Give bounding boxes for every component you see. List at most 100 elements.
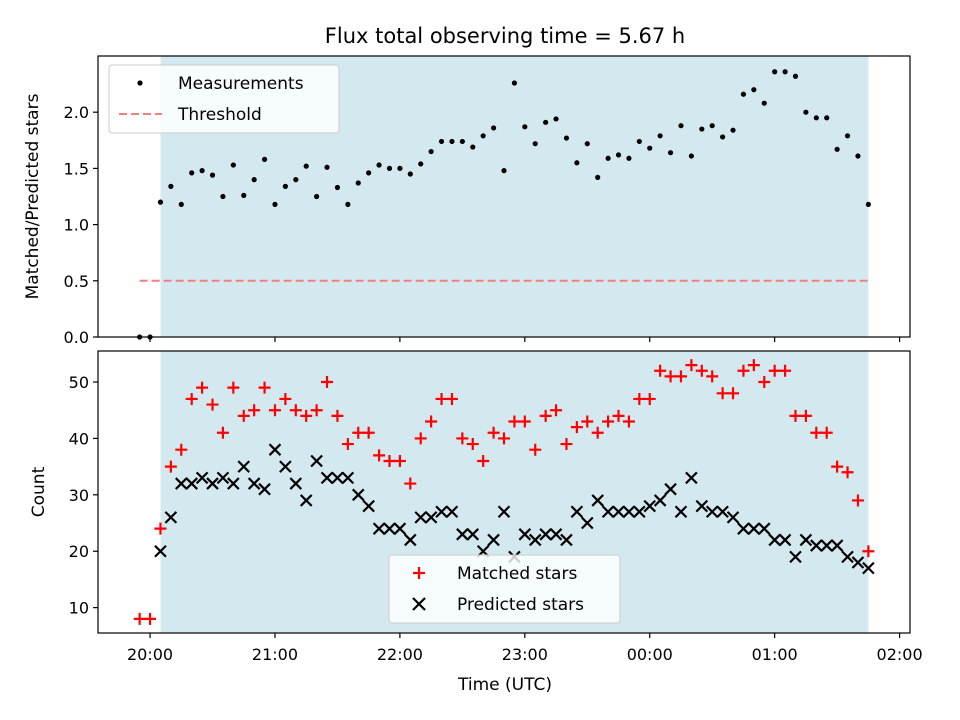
- measurement-point: [761, 100, 767, 106]
- matched-star-point: [758, 376, 771, 389]
- y-tick-label: 50: [69, 373, 89, 392]
- measurement-point: [428, 148, 434, 155]
- matched-stars-points: [133, 359, 875, 625]
- predicted-star-point: [237, 460, 251, 473]
- predicted-star-point: [424, 511, 438, 524]
- predicted-star-point: [445, 505, 459, 519]
- matched-star-point: [206, 398, 219, 411]
- measurement-point: [688, 153, 694, 159]
- measurement-point: [657, 133, 663, 139]
- predicted-stars-points: [154, 443, 875, 575]
- top-legend-box: [108, 64, 340, 134]
- measurement-point: [303, 163, 309, 169]
- predicted-star-point: [778, 533, 792, 547]
- measurement-point: [230, 162, 236, 168]
- measurement-point: [470, 144, 476, 150]
- x-tick-label: 21:00: [252, 645, 298, 664]
- predicted-star-point: [830, 539, 844, 552]
- matched-star-point: [737, 364, 750, 377]
- matched-star-point: [331, 409, 344, 422]
- y-tick-label: 2.0: [64, 103, 89, 122]
- x-tick-label: 00:00: [627, 645, 673, 664]
- predicted-star-point: [487, 533, 500, 547]
- predicted-star-point: [768, 533, 781, 547]
- matched-star-point: [237, 409, 250, 422]
- measurement-point: [376, 162, 382, 168]
- matched-star-point: [654, 364, 667, 377]
- predicted-star-point: [341, 471, 355, 485]
- measurement-point: [782, 69, 788, 75]
- measurement-point: [157, 199, 164, 205]
- x-axis-label: Time (UTC): [457, 675, 552, 695]
- measurement-point: [386, 165, 393, 171]
- matched-star-point: [164, 460, 177, 473]
- matched-star-point: [487, 426, 500, 439]
- matched-star-point: [248, 404, 261, 417]
- predicted-star-point: [653, 494, 667, 507]
- predicted-star-point: [841, 550, 854, 564]
- predicted-star-point: [747, 522, 761, 535]
- matched-star-point: [862, 545, 875, 558]
- measurement-point: [740, 91, 747, 97]
- measurement-point: [699, 126, 705, 132]
- matched-star-point: [279, 392, 292, 405]
- predicted-star-point: [414, 511, 427, 524]
- measurement-point: [844, 133, 851, 139]
- measurement-point: [282, 183, 288, 189]
- legend-marker-predicted: [412, 597, 426, 611]
- matched-star-point: [747, 359, 760, 372]
- y-tick-label: 0.5: [64, 272, 89, 291]
- top-plot-frame: [97, 55, 911, 338]
- measurement-point: [324, 164, 330, 170]
- measurement-point: [407, 171, 413, 177]
- measurement-point: [615, 152, 622, 158]
- measurement-point: [553, 116, 559, 122]
- matched-star-point: [414, 432, 427, 445]
- predicted-star-point: [310, 454, 323, 468]
- top-legend: Measurements Threshold: [108, 64, 340, 134]
- predicted-star-point: [497, 505, 511, 519]
- predicted-star-point: [685, 471, 698, 485]
- measurement-point: [261, 156, 268, 163]
- measurement-point: [636, 138, 642, 145]
- measurement-point: [355, 180, 361, 186]
- legend-label-matched: Matched stars: [457, 564, 577, 584]
- bottom-plot-frame: [97, 350, 911, 634]
- matched-star-point: [820, 426, 833, 439]
- matched-star-point: [373, 449, 386, 462]
- matched-star-point: [789, 409, 802, 422]
- predicted-star-point: [664, 482, 677, 496]
- x-tick-label: 01:00: [752, 645, 798, 664]
- matched-star-point: [529, 443, 542, 456]
- measurement-point: [314, 193, 320, 200]
- predicted-star-point: [612, 505, 625, 519]
- measurement-point: [366, 170, 372, 176]
- matched-star-point: [779, 364, 792, 377]
- measurement-point: [459, 138, 465, 145]
- matched-star-point: [352, 426, 365, 439]
- matched-star-point: [175, 443, 188, 456]
- matched-star-point: [456, 432, 469, 445]
- predicted-star-point: [404, 533, 417, 547]
- predicted-star-point: [695, 499, 709, 513]
- predicted-star-point: [372, 522, 386, 535]
- matched-star-point: [727, 387, 740, 400]
- measurement-point: [574, 160, 580, 166]
- matched-star-point: [685, 359, 698, 372]
- matched-star-point: [185, 392, 198, 405]
- matched-star-point: [425, 415, 438, 428]
- predicted-star-point: [560, 533, 573, 547]
- legend-marker-matched: [413, 567, 425, 579]
- predicted-star-point: [581, 516, 594, 530]
- predicted-star-point: [570, 505, 584, 519]
- legend-marker-measurements: [137, 80, 143, 86]
- matched-star-point: [633, 392, 646, 405]
- measurement-point: [501, 168, 507, 174]
- legend-label-threshold: Threshold: [177, 105, 262, 125]
- top-x-ticks: [149, 337, 901, 342]
- matched-star-point: [300, 409, 313, 422]
- measurement-point: [178, 201, 184, 207]
- matched-star-point: [602, 415, 615, 428]
- top-y-axis-label: Matched/Predicted stars: [23, 93, 43, 299]
